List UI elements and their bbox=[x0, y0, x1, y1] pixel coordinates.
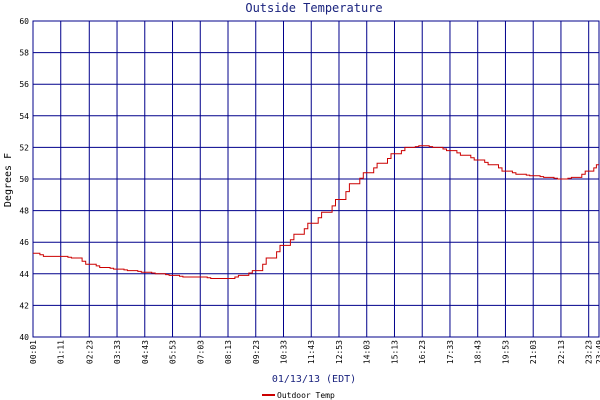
y-grid-lines bbox=[33, 52, 599, 306]
y-tick-label: 56 bbox=[19, 80, 29, 89]
y-tick-label: 46 bbox=[19, 238, 29, 247]
x-tick-label: 05:53 bbox=[169, 340, 178, 364]
y-tick-label: 48 bbox=[19, 207, 29, 216]
x-tick-label: 01:11 bbox=[57, 340, 66, 364]
legend: Outdoor Temp bbox=[262, 391, 335, 400]
x-axis-ticks: 00:01 01:11 02:23 03:33 04:43 05:53 07:03 08:13… bbox=[29, 340, 600, 364]
x-tick-label: 14:03 bbox=[363, 340, 372, 364]
y-tick-label: 44 bbox=[19, 270, 29, 279]
x-tick-label: 08:13 bbox=[224, 340, 233, 364]
x-tick-label: 00:01 bbox=[29, 340, 38, 364]
y-tick-label: 54 bbox=[19, 112, 29, 121]
x-tick-label: 04:43 bbox=[141, 340, 150, 364]
x-tick-label: 15:13 bbox=[390, 340, 399, 364]
y-tick-label: 52 bbox=[19, 143, 29, 152]
x-tick-label: 23:49 bbox=[595, 340, 600, 364]
x-tick-label: 07:03 bbox=[196, 340, 205, 364]
x-tick-label: 09:23 bbox=[252, 340, 261, 364]
x-tick-label: 16:23 bbox=[418, 340, 427, 364]
chart-title: Outside Temperature bbox=[245, 1, 382, 15]
legend-label: Outdoor Temp bbox=[277, 391, 335, 400]
x-axis-label: 01/13/13 (EDT) bbox=[272, 374, 356, 385]
x-tick-label: 17:33 bbox=[446, 340, 455, 364]
y-axis-ticks: 40 42 44 46 48 50 52 54 56 58 60 bbox=[19, 17, 29, 342]
x-tick-label: 03:33 bbox=[113, 340, 122, 364]
x-tick-label: 23:23 bbox=[585, 340, 594, 364]
y-tick-label: 42 bbox=[19, 301, 29, 310]
y-tick-label: 40 bbox=[19, 333, 29, 342]
outdoor-temp-line bbox=[33, 145, 599, 279]
y-axis-label: Degrees F bbox=[3, 153, 14, 207]
x-tick-label: 12:53 bbox=[335, 340, 344, 364]
y-tick-label: 58 bbox=[19, 49, 29, 58]
x-tick-label: 18:43 bbox=[474, 340, 483, 364]
x-tick-label: 11:43 bbox=[307, 340, 316, 364]
y-tick-label: 60 bbox=[19, 17, 29, 26]
x-tick-label: 02:23 bbox=[85, 340, 94, 364]
x-tick-label: 22:13 bbox=[557, 340, 566, 364]
x-tick-label: 10:33 bbox=[279, 340, 288, 364]
x-tick-label: 19:53 bbox=[501, 340, 510, 364]
y-tick-label: 50 bbox=[19, 175, 29, 184]
x-tick-label: 21:03 bbox=[529, 340, 538, 364]
